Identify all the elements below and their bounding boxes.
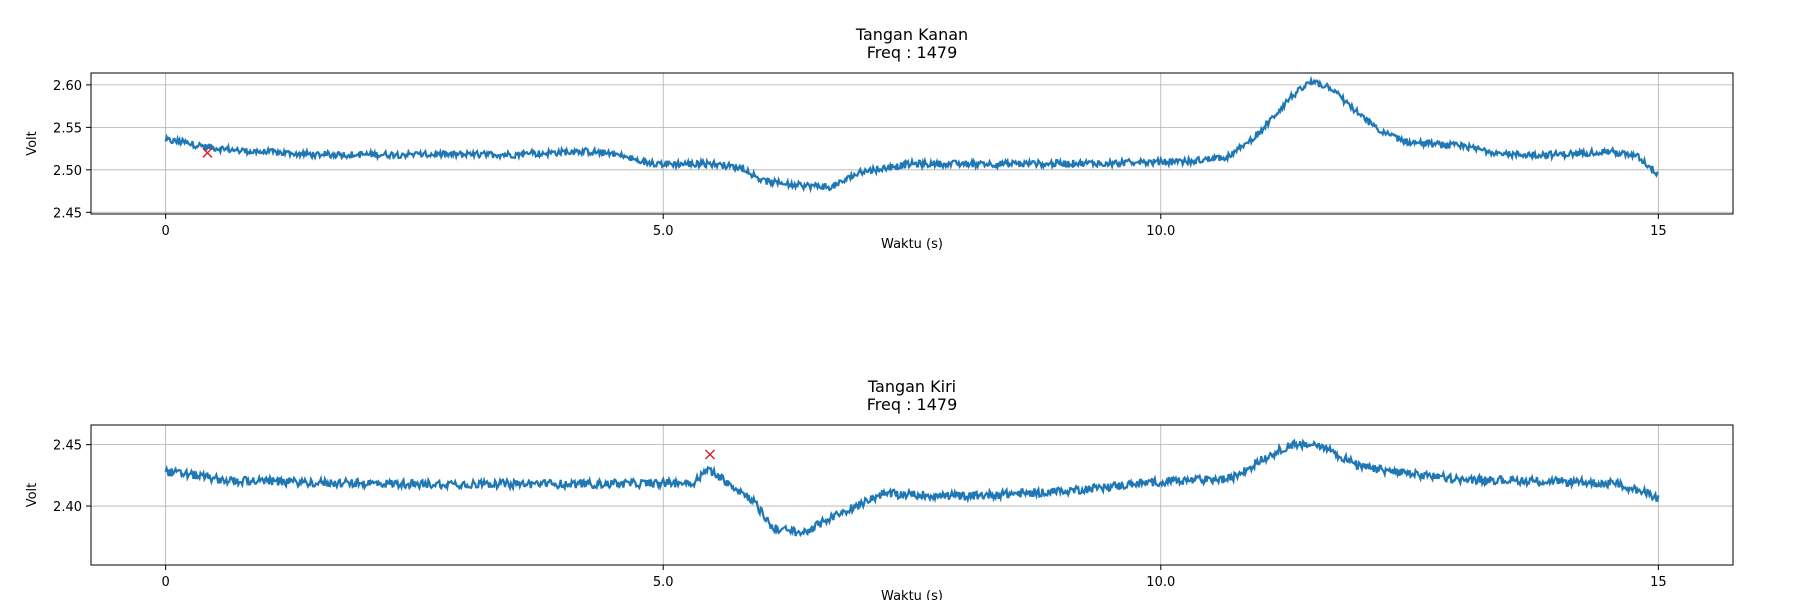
peak-marker: [704, 449, 716, 460]
y-tick-label: 2.45: [53, 439, 82, 454]
x-axis-label: Waktu (s): [881, 589, 943, 600]
y-axis-label: Volt: [25, 131, 40, 156]
x-axis-label: Waktu (s): [881, 237, 943, 252]
signal-line: [164, 75, 1659, 194]
y-tick-label: 2.45: [53, 206, 82, 221]
x-tick-label: 15: [1650, 575, 1667, 590]
x-tick-label: 10.0: [1146, 224, 1175, 239]
chart-title: Tangan Kanan: [855, 25, 968, 44]
y-tick-label: 2.55: [53, 121, 82, 136]
y-axis-label: Volt: [25, 483, 40, 508]
peak-marker: [202, 147, 213, 158]
chart-subtitle: Freq : 1479: [867, 43, 958, 62]
y-tick-label: 2.40: [53, 500, 82, 515]
axes-frame: [90, 424, 1734, 566]
x-tick-label: 5.0: [653, 575, 674, 590]
y-tick-label: 2.50: [53, 164, 82, 179]
x-tick-label: 15: [1650, 224, 1667, 239]
x-tick-label: 10.0: [1146, 575, 1175, 590]
signal-line: [164, 438, 1660, 538]
chart-title: Tangan Kiri: [867, 377, 956, 396]
x-tick-label: 0: [161, 224, 169, 239]
y-tick-label: 2.60: [53, 79, 82, 94]
x-tick-label: 5.0: [653, 224, 674, 239]
x-tick-label: 0: [161, 575, 169, 590]
chart-subtitle: Freq : 1479: [867, 395, 958, 414]
axes-frame: [90, 72, 1734, 215]
